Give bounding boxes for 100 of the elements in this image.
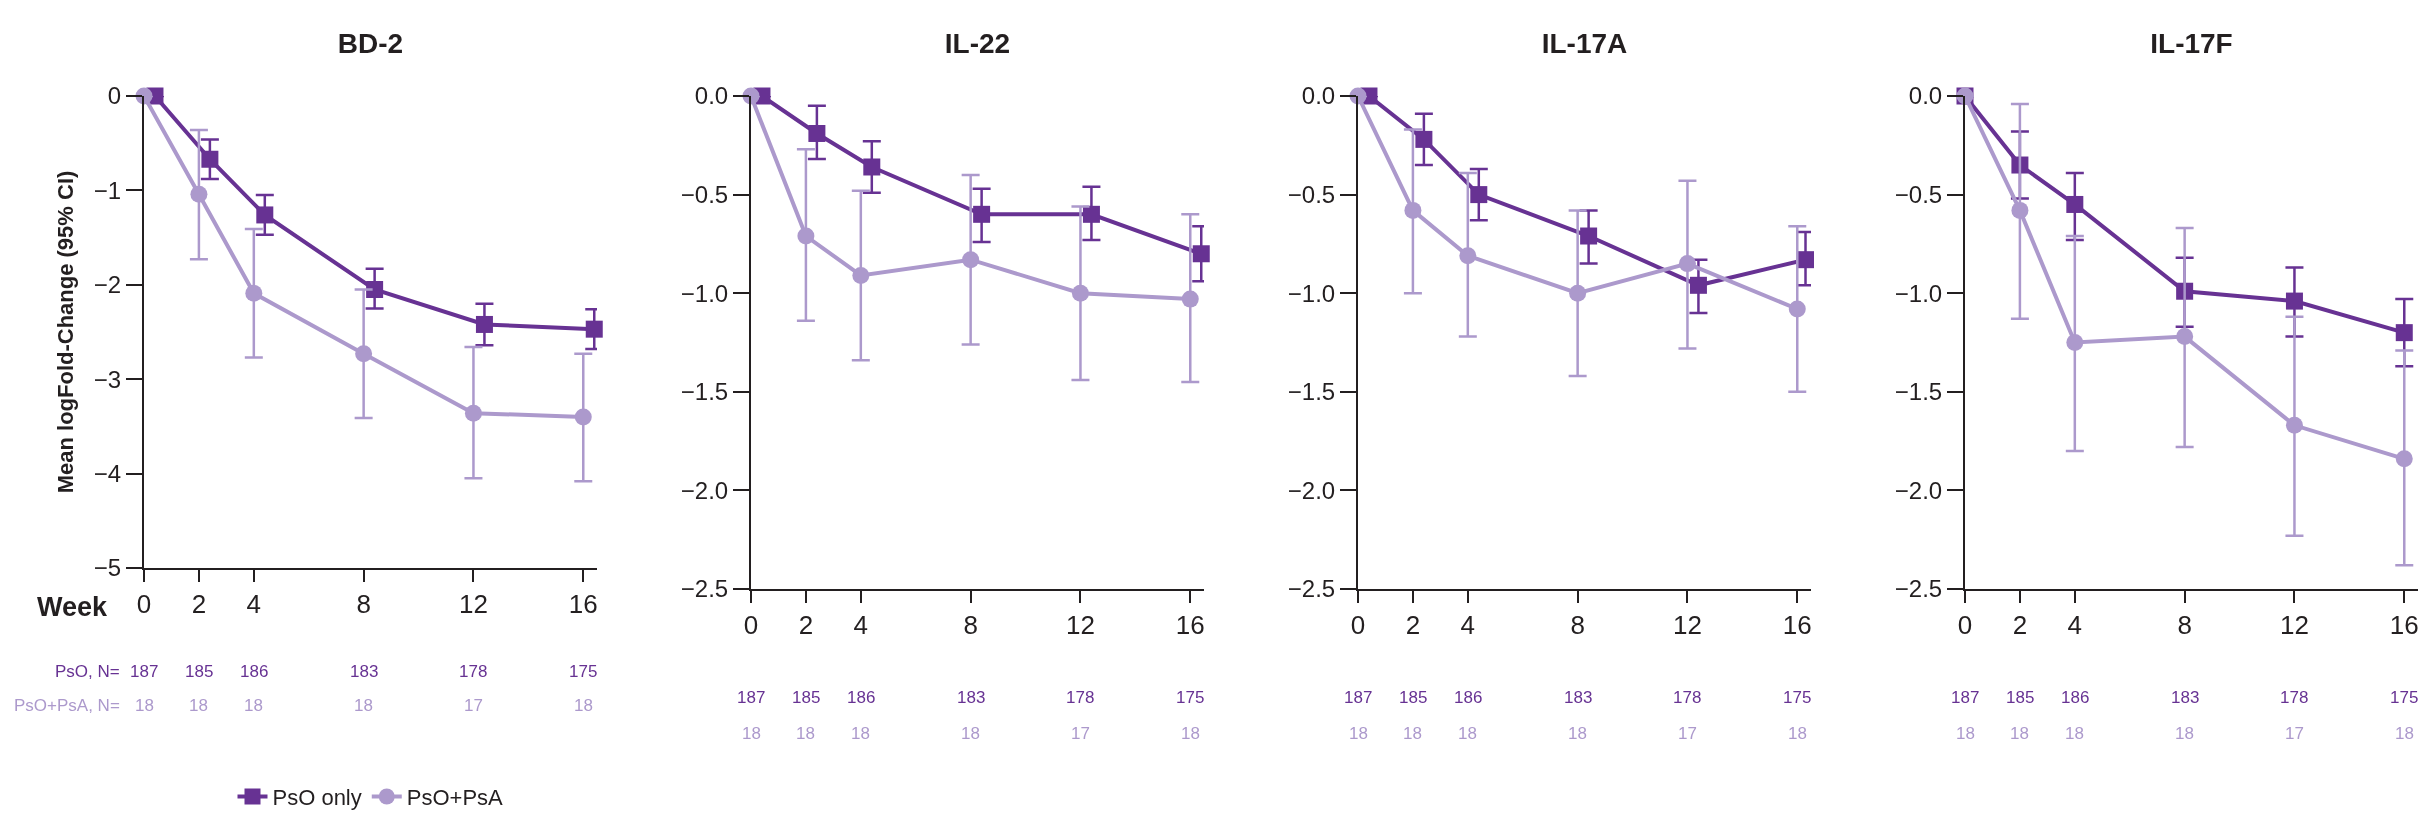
text: 186 [847,688,876,707]
x-tick-label: 2 [798,610,814,641]
text: 17 [464,696,483,715]
y-tick-label: −1.0 [1287,279,1336,307]
text: 178 [459,662,488,681]
y-tick-label: 0.0 [1301,82,1336,110]
x-tick-label: 16 [1782,610,1812,641]
point [962,251,980,269]
point [1192,245,1210,263]
y-tick-label: −5 [93,554,122,582]
text: 18 [354,696,373,715]
x-axis-title: Week [37,592,109,622]
x-tick-label: 16 [1175,610,1205,641]
x-tick-label: 8 [2177,610,2192,641]
text: 18 [851,724,870,743]
text: 183 [2171,688,2200,707]
text: 175 [1176,688,1205,707]
y-tick-label: −0.5 [1287,181,1336,208]
text: 18 [2395,724,2414,743]
text: 183 [1564,688,1593,707]
text: 178 [2280,688,2309,707]
text: 187 [1344,688,1373,707]
x-tick-label: 2 [191,589,207,620]
y-tick-label: −3 [93,365,122,393]
point [2011,201,2029,219]
point [1415,130,1433,148]
x-tick-label: 2 [2012,610,2028,641]
y-axis-title: Mean logFold-Change (95% CI) [53,170,79,494]
x-tick-label: 4 [246,589,262,620]
text: 18 [1458,724,1477,743]
text: 185 [2006,688,2035,707]
text: 18 [742,724,761,743]
text: 185 [1399,688,1428,707]
text: 18 [1349,724,1368,743]
text: 187 [737,688,766,707]
legend-label: PsO only [272,785,362,811]
chart-title: IL-22 [944,28,1011,60]
point [1788,300,1806,318]
y-tick-label: −1.5 [1287,378,1336,406]
text: 185 [185,662,214,681]
text: 18 [1956,724,1975,743]
x-tick-label: 0 [743,610,759,641]
point [2285,416,2303,434]
x-tick-label: 8 [963,610,978,641]
text: 18 [244,696,263,715]
text: 18 [2010,724,2029,743]
chart-title: IL-17F [2150,28,2233,60]
x-tick-label: 4 [1460,610,1476,641]
x-tick-label: 16 [568,589,598,620]
point [2066,334,2084,351]
text: 185 [792,688,821,707]
y-tick-label: −2.5 [1894,575,1943,603]
point [1470,186,1488,204]
point [366,281,384,299]
y-tick-label: −2.5 [680,575,729,603]
y-tick-label: −0.5 [1894,181,1943,208]
x-tick-label: 4 [853,610,869,641]
text: 183 [350,662,379,681]
y-tick-label: −2.0 [1894,476,1943,504]
text: 18 [1788,724,1807,743]
legend-label: PsO+PsA [406,785,504,811]
text: 187 [1951,688,1980,707]
x-tick-label: 2 [1405,610,1421,641]
y-tick-label: −1.0 [1894,279,1943,307]
text: 18 [1403,724,1422,743]
y-tick-label: −0.5 [680,181,729,208]
chart-title: IL-17A [1541,28,1628,60]
y-tick-label: −2 [93,271,122,299]
point [797,227,815,245]
point [1181,290,1199,308]
point [973,205,991,223]
x-tick-label: 12 [1065,610,1095,641]
point [464,404,482,422]
text: 178 [1673,688,1702,707]
text: 18 [574,696,593,715]
point [585,320,603,338]
x-tick-label: 12 [1672,610,1702,641]
text: 18 [2065,724,2084,743]
point [2285,292,2303,310]
point [808,124,826,142]
point [190,185,208,203]
point [863,158,881,176]
point [2395,324,2413,342]
text: PsO, N= [55,662,120,681]
text: 175 [2390,688,2419,707]
text: 18 [189,696,208,715]
point [1071,284,1089,302]
point [1082,205,1100,223]
x-tick-label: 8 [1570,610,1585,641]
x-tick-label: 8 [356,589,371,620]
y-tick-label: 0.0 [1908,82,1943,110]
point [1569,284,1587,302]
text: 186 [1454,688,1483,707]
y-tick-label: −2.0 [680,476,729,504]
point [475,315,493,333]
x-tick-label: 0 [136,589,152,620]
y-tick-label: −1.5 [1894,378,1943,406]
point [2176,328,2194,346]
text: 178 [1066,688,1095,707]
y-tick-label: −2.5 [1287,575,1336,603]
